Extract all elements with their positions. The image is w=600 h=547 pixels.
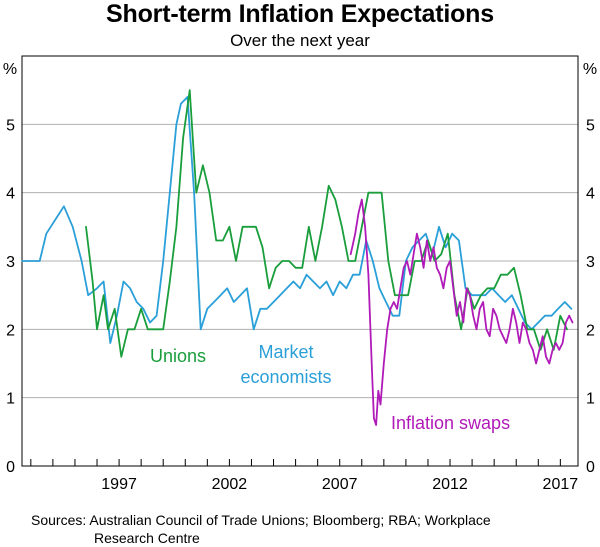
x-tick-label: 2017 bbox=[543, 476, 579, 493]
series-label-inflation-swaps: Inflation swaps bbox=[391, 413, 510, 433]
gridlines bbox=[22, 123, 578, 399]
y-tick-label-left: 0 bbox=[6, 459, 15, 476]
source-line-2: Research Centre bbox=[94, 530, 200, 546]
y-tick-label-left: 2 bbox=[6, 322, 15, 339]
series-line-inflation-swaps bbox=[349, 198, 574, 426]
y-axis-left: 0 1 2 3 4 5% bbox=[3, 61, 17, 476]
series-labels: Unions Market economists Inflation swaps bbox=[150, 342, 510, 433]
x-tick-label: 1997 bbox=[101, 476, 137, 493]
source-line-1: Australian Council of Trade Unions; Bloo… bbox=[89, 512, 491, 528]
x-tick-label: 2002 bbox=[212, 476, 248, 493]
y-tick-label-left: 5 bbox=[6, 117, 15, 134]
axis-ticks bbox=[30, 459, 561, 466]
y-tick-label-right: 2 bbox=[586, 322, 595, 339]
y-axis-unit-right: % bbox=[583, 61, 597, 78]
y-tick-label-right: 0 bbox=[586, 459, 595, 476]
y-tick-label-right: 4 bbox=[586, 186, 595, 203]
y-axis-unit-left: % bbox=[3, 61, 17, 78]
y-axis-right: 0 1 2 3 4 5% bbox=[583, 61, 597, 476]
series-label-market-economists-line2: economists bbox=[240, 367, 331, 387]
chart-title: Short-term Inflation Expectations bbox=[106, 0, 494, 28]
series-label-market-economists-line1: Market bbox=[258, 342, 313, 362]
chart-subtitle: Over the next year bbox=[230, 31, 370, 50]
y-tick-label-right: 5 bbox=[586, 117, 595, 134]
y-tick-label-left: 1 bbox=[6, 391, 15, 408]
series-label-unions: Unions bbox=[150, 346, 206, 366]
x-axis: 1997 2002 2007 2012 2017 bbox=[101, 476, 578, 493]
y-tick-label-left: 3 bbox=[6, 254, 15, 271]
source-prefix: Sources: bbox=[31, 512, 87, 528]
x-tick-label: 2007 bbox=[322, 476, 358, 493]
x-tick-label: 2012 bbox=[432, 476, 468, 493]
series-line-unions bbox=[85, 89, 568, 358]
series-layer bbox=[21, 89, 574, 426]
source-note: Sources: Australian Council of Trade Uni… bbox=[31, 511, 591, 547]
y-tick-label-right: 3 bbox=[586, 254, 595, 271]
y-tick-label-right: 1 bbox=[586, 391, 595, 408]
y-tick-label-left: 4 bbox=[6, 186, 15, 203]
